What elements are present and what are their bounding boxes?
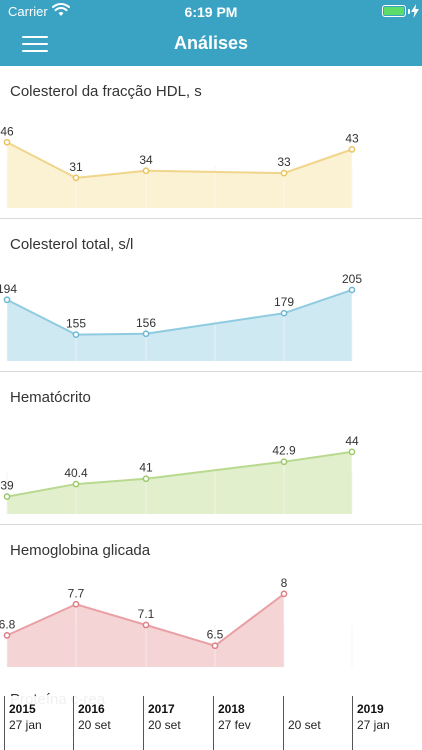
data-point[interactable]	[72, 331, 80, 338]
data-label: 179	[274, 295, 294, 309]
data-label: 46	[0, 124, 14, 138]
data-point[interactable]	[3, 138, 11, 146]
timeline-day: 27 jan	[357, 718, 390, 732]
data-point[interactable]	[3, 493, 11, 500]
carrier-label: Carrier	[8, 4, 48, 19]
timeline-day: 27 fev	[218, 718, 251, 732]
data-point[interactable]	[348, 146, 356, 153]
data-label: 42.9	[272, 444, 296, 458]
clock: 6:19 PM	[184, 4, 238, 20]
data-point[interactable]	[280, 169, 288, 177]
page-title: Análises	[173, 33, 249, 53]
data-point[interactable]	[142, 621, 150, 629]
data-point[interactable]	[348, 448, 356, 456]
data-point[interactable]	[3, 632, 11, 639]
hdl-cholesterol-chart: 46 31 34 33 43	[0, 124, 359, 208]
series-area	[7, 451, 352, 514]
chart-title: Hemoglobina glicada	[10, 542, 151, 559]
chart-section-hematocrit[interactable]: Hematócrito 39 40.4 41 42.9 44	[0, 372, 422, 525]
data-label: 39	[0, 479, 14, 493]
timeline-year	[288, 702, 321, 716]
timeline-date[interactable]: 2017 20 set	[143, 696, 181, 750]
timeline-day: 20 set	[78, 718, 111, 732]
chart-title: Colesterol total, s/l	[10, 236, 134, 253]
glycated-hemoglobin-chart: 6.8 7.7 7.1 6.5 8	[0, 576, 353, 667]
data-label: 7.7	[68, 586, 85, 600]
timeline-year: 2018	[218, 702, 245, 716]
data-label: 33	[277, 155, 291, 169]
data-point[interactable]	[142, 330, 150, 338]
status-bar: Carrier 6:19 PM	[0, 0, 422, 22]
data-point[interactable]	[72, 600, 80, 608]
data-label: 8	[281, 576, 288, 590]
data-label: 34	[139, 153, 153, 167]
series-area	[7, 142, 352, 208]
timeline-date[interactable]: 2018 27 fev	[213, 696, 251, 750]
data-label: 43	[345, 131, 359, 145]
timeline-year: 2017	[148, 702, 175, 716]
timeline-year: 2019	[357, 702, 384, 716]
chart-section-total-cholesterol[interactable]: Colesterol total, s/l 194 155 156 179 205	[0, 219, 422, 372]
timeline-day: 20 set	[288, 718, 321, 732]
data-point[interactable]	[280, 309, 288, 317]
charging-bolt-icon	[411, 4, 419, 18]
data-label: 44	[345, 434, 359, 448]
wifi-icon	[52, 3, 70, 16]
timeline-year: 2015	[9, 702, 36, 716]
timeline-day: 20 set	[148, 718, 181, 732]
total-cholesterol-chart: 194 155 156 179 205	[0, 272, 362, 361]
data-point[interactable]	[72, 480, 80, 488]
data-label: 41	[139, 461, 153, 475]
battery-cap	[408, 9, 410, 14]
timeline-date[interactable]: 20 set	[283, 696, 321, 750]
data-point[interactable]	[72, 174, 80, 182]
data-label: 205	[342, 272, 362, 286]
chart-section-hdl-cholesterol[interactable]: Colesterol da fracção HDL, s 46 31 34 33 43	[0, 66, 422, 219]
data-label: 6.5	[207, 628, 224, 642]
hematocrit-chart: 39 40.4 41 42.9 44	[0, 432, 359, 514]
data-label: 31	[69, 160, 83, 174]
data-label: 7.1	[138, 607, 155, 621]
data-point[interactable]	[280, 590, 288, 598]
data-label: 156	[136, 316, 156, 330]
data-point[interactable]	[348, 286, 356, 294]
date-timeline: 2015 27 jan 2016 20 set 2017 20 set 2018…	[0, 696, 422, 750]
data-label: 6.8	[0, 617, 16, 631]
data-point[interactable]	[3, 296, 11, 304]
data-label: 40.4	[64, 466, 88, 480]
series-area	[7, 289, 352, 361]
data-label: 194	[0, 282, 17, 296]
data-point[interactable]	[142, 475, 150, 483]
chart-title: Colesterol da fracção HDL, s	[10, 83, 202, 100]
data-label: 155	[66, 317, 86, 331]
data-point[interactable]	[211, 642, 219, 650]
navigation-bar: Análises	[0, 22, 422, 66]
timeline-date[interactable]: 2019 27 jan	[352, 696, 390, 750]
hamburger-menu-icon[interactable]	[22, 34, 50, 54]
chart-title: Hematócrito	[10, 389, 91, 406]
data-point[interactable]	[280, 458, 288, 466]
timeline-date[interactable]: 2015 27 jan	[4, 696, 42, 750]
timeline-day: 27 jan	[9, 718, 42, 732]
timeline-year: 2016	[78, 702, 105, 716]
battery-icon	[382, 5, 406, 17]
chart-section-glycated-hemoglobin[interactable]: Hemoglobina glicada 6.8 7.7 7.1 6.5 8	[0, 525, 422, 678]
timeline-date[interactable]: 2016 20 set	[73, 696, 111, 750]
data-point[interactable]	[142, 167, 150, 175]
